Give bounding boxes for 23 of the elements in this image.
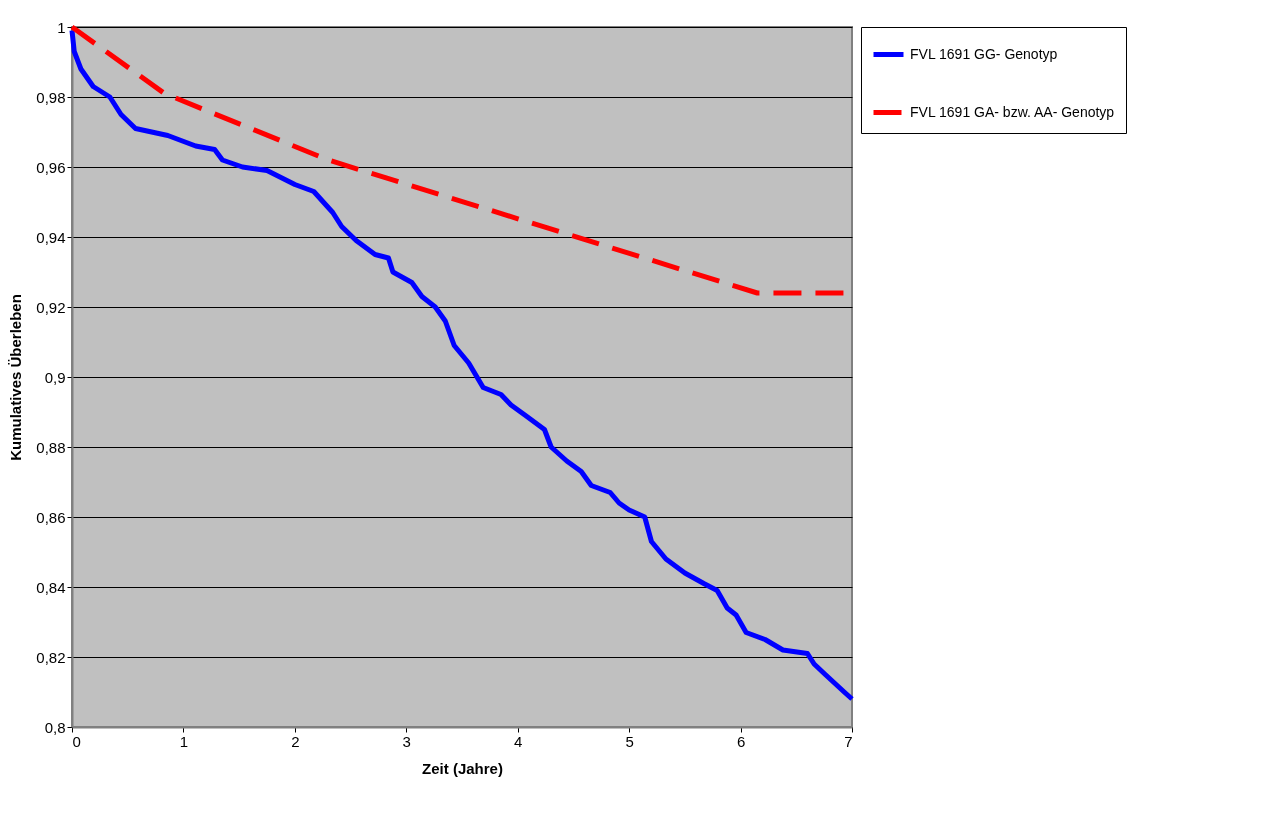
y-tick-label: 0,9: [44, 368, 66, 386]
x-tick-label: 2: [291, 732, 300, 750]
y-tick-label: 1: [57, 18, 66, 36]
x-tick-label: 6: [736, 732, 746, 750]
x-tick-label: 7: [844, 732, 853, 750]
y-tick-label: 0,8: [44, 718, 66, 736]
y-tick-label: 0,98: [36, 88, 66, 106]
y-tick-label: 0,94: [36, 228, 66, 246]
x-tick-label: 1: [179, 732, 189, 750]
y-tick-label: 0,92: [36, 298, 66, 316]
y-tick-label: 0,96: [36, 158, 66, 176]
legend-label: FVL 1691 GG- Genotyp: [910, 45, 1058, 62]
x-tick-label: 5: [625, 732, 634, 750]
x-tick-label: 4: [514, 732, 523, 750]
x-tick-label: 0: [72, 732, 81, 750]
y-axis-title: Kumulatives Überleben: [7, 294, 25, 461]
x-tick-label: 3: [402, 732, 411, 750]
y-tick-label: 0,86: [36, 508, 66, 526]
y-tick-label: 0,82: [36, 648, 66, 666]
x-axis-title: Zeit (Jahre): [422, 759, 503, 777]
legend-label: FVL 1691 GA- bzw. AA- Genotyp: [910, 103, 1115, 120]
y-tick-label: 0,84: [36, 578, 66, 596]
y-tick-label: 0,88: [36, 438, 66, 456]
